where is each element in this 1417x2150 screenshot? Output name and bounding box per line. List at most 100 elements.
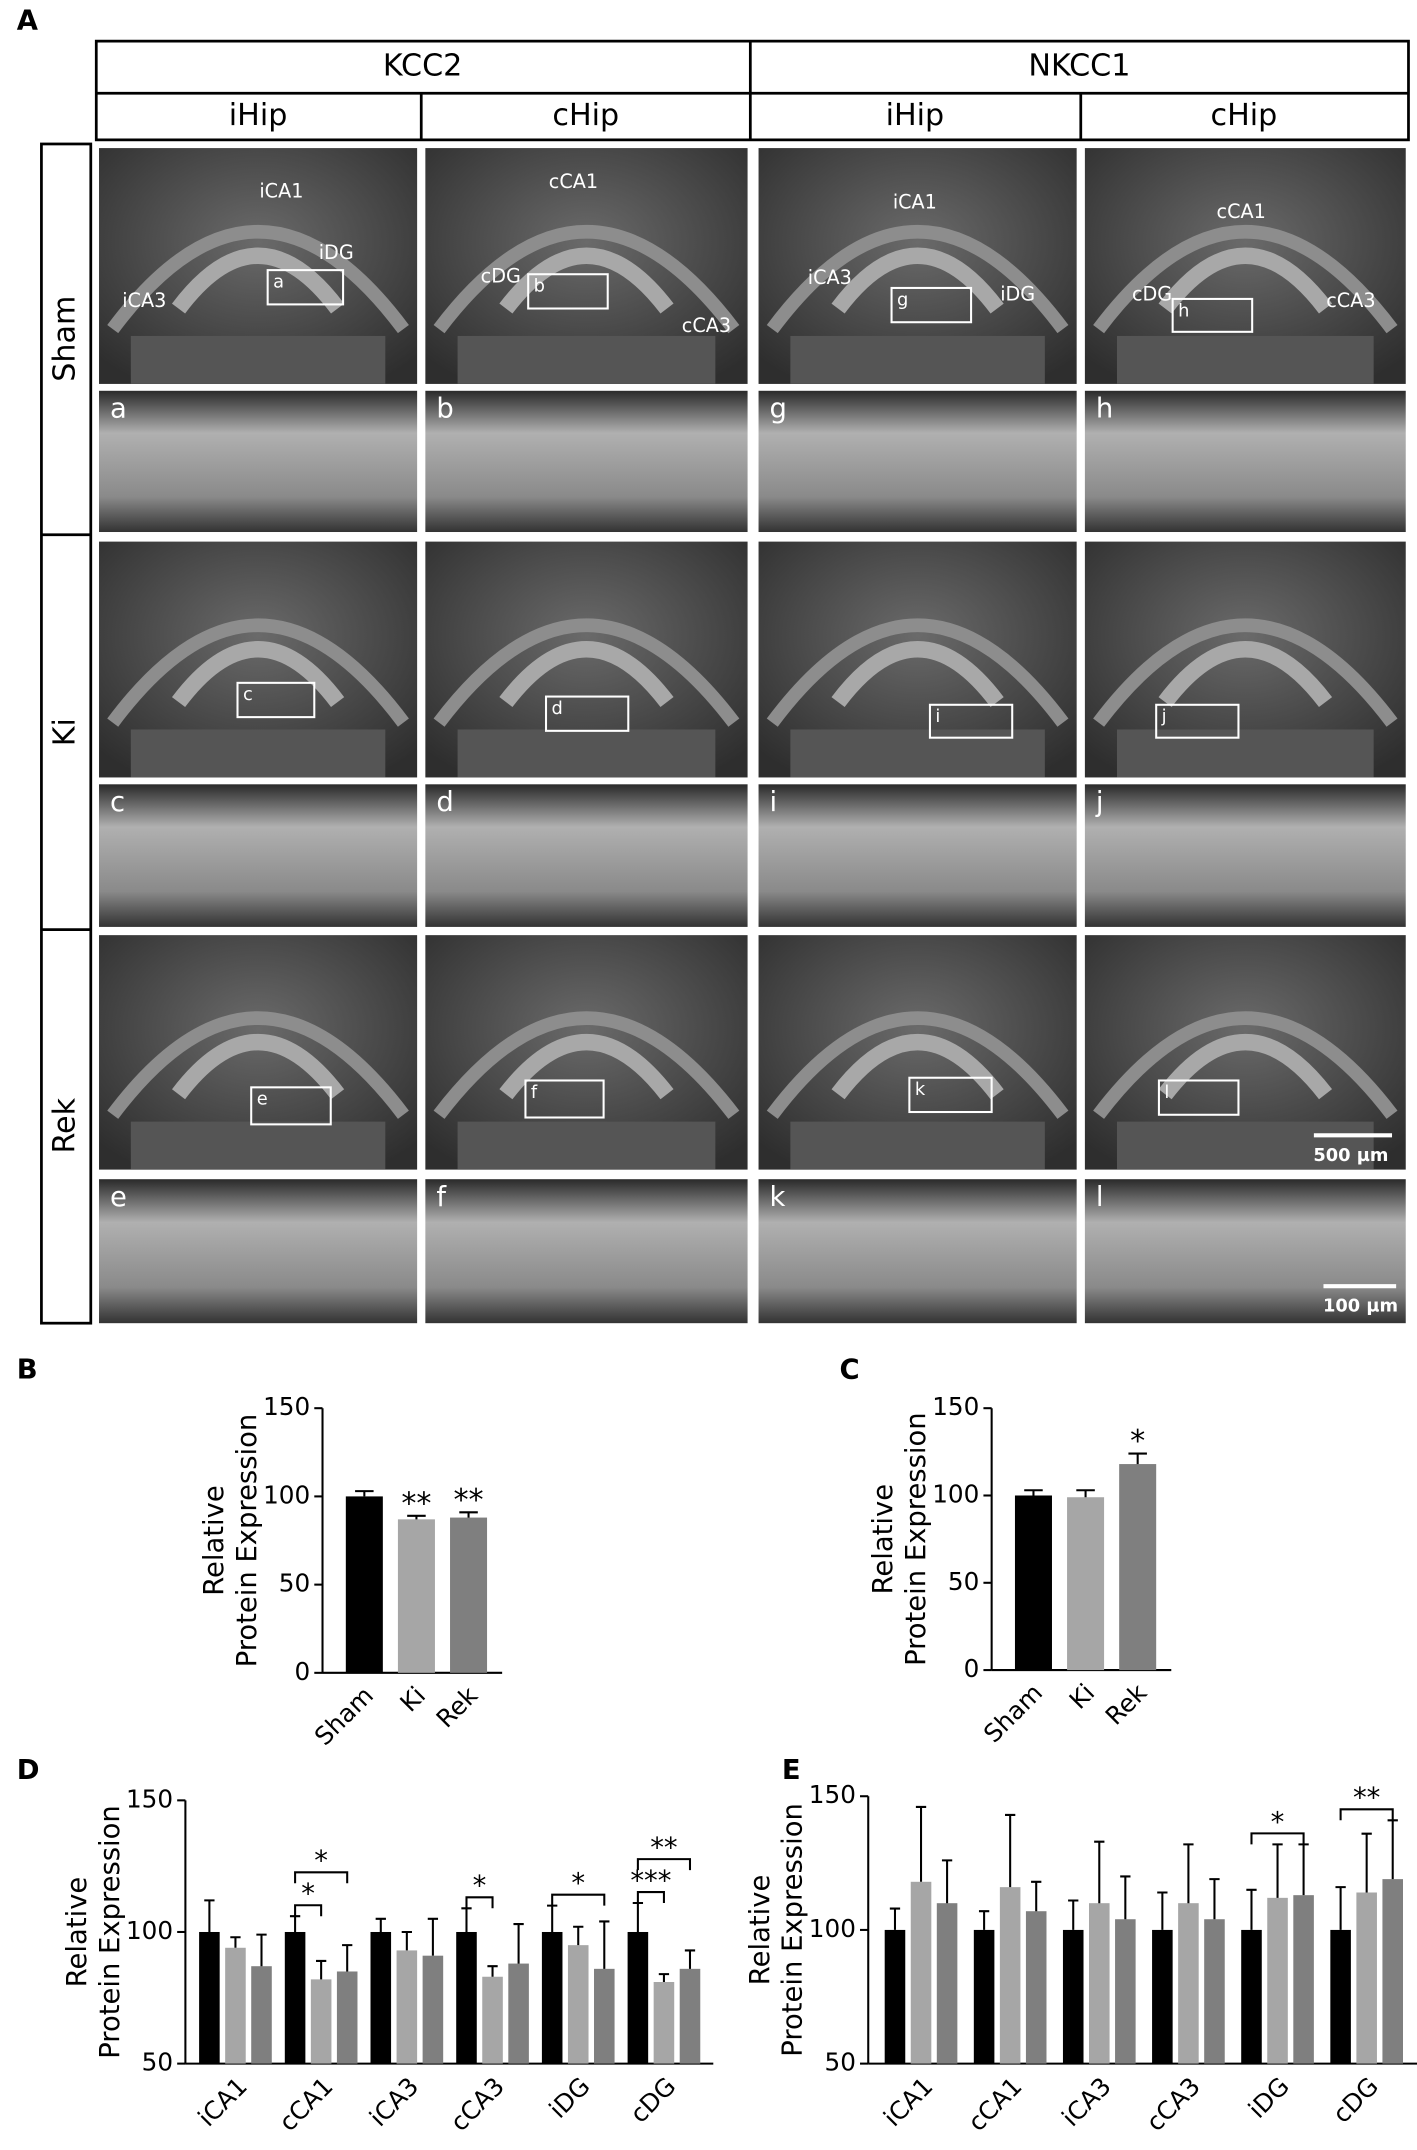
x-tick-label: Sham	[978, 1678, 1048, 1748]
bar	[541, 1931, 563, 2064]
scale-bar-label: 500 µm	[1313, 1145, 1388, 1166]
region-label: iCA1	[259, 179, 303, 202]
bar	[1267, 1897, 1288, 2064]
inset-letter: k	[915, 1079, 926, 1100]
error-bar	[1024, 1489, 1043, 1496]
tissue-base	[457, 1121, 716, 1170]
significance-bracket	[465, 1896, 494, 1909]
bar	[1089, 1903, 1110, 2064]
tissue-layer	[107, 1011, 409, 1119]
significance: *	[1271, 1807, 1285, 1838]
bar	[627, 1931, 649, 2064]
tissue-base	[790, 335, 1045, 384]
error-bar	[461, 1907, 472, 1932]
zoom-micrograph	[99, 784, 418, 927]
tissue-layer	[766, 225, 1069, 334]
y-axis-label: Relative	[62, 1877, 93, 1988]
bar	[1241, 1929, 1262, 2064]
x-tick-label: iCA1	[878, 2071, 939, 2132]
tissue-layer	[433, 618, 740, 727]
significance-bracket	[294, 1871, 349, 1884]
tissue-base	[790, 1121, 1045, 1170]
significance: **	[650, 1833, 677, 1864]
y-tick-label: 50	[142, 2048, 173, 2077]
significance-bracket	[1250, 1832, 1305, 1845]
bar	[936, 1903, 958, 2064]
error-bar	[684, 1949, 696, 1969]
tissue-layer	[172, 1033, 345, 1100]
x-tick-label: Ki	[394, 1681, 431, 1718]
error-bar	[1076, 1489, 1095, 1498]
error-bar	[256, 1933, 267, 1967]
zoom-micrograph	[425, 1179, 748, 1324]
region-label: cDG	[481, 264, 521, 287]
bar	[396, 1950, 418, 2064]
y-tick-label: 50	[279, 1569, 310, 1598]
significance: *	[314, 1846, 328, 1877]
region-label: cDG	[1132, 282, 1172, 305]
inset-box	[890, 286, 973, 324]
zoom-micrograph	[1084, 390, 1406, 533]
x-tick-label: cCA3	[1141, 2071, 1206, 2136]
y-tick-label: 150	[809, 1780, 856, 1809]
error-bar	[1183, 1843, 1194, 1904]
region-label: iCA3	[808, 266, 852, 289]
bar	[508, 1963, 529, 2064]
error-bar	[941, 1859, 953, 1904]
x-tick-label: cCA1	[273, 2071, 338, 2136]
bar	[370, 1931, 392, 2064]
bar	[1119, 1464, 1157, 1671]
bar	[345, 1496, 383, 1673]
error-bar	[915, 1805, 927, 1882]
tissue-layer	[1093, 225, 1398, 334]
error-bar	[978, 1910, 990, 1930]
error-bar	[487, 1965, 498, 1977]
tissue-layer	[171, 247, 345, 314]
zoom-letter: a	[110, 393, 127, 424]
zoom-letter: f	[436, 1182, 447, 1213]
x-tick-label: Ki	[1063, 1678, 1100, 1715]
bar	[910, 1881, 932, 2064]
significance: **	[401, 1486, 431, 1521]
bar	[1062, 1929, 1084, 2064]
zoom-letter: d	[436, 787, 453, 818]
x-tick-label: cCA3	[445, 2071, 510, 2136]
zoom-micrograph	[425, 784, 748, 927]
error-bar	[204, 1899, 215, 1932]
inset-box	[1157, 1079, 1240, 1116]
y-tick-label: 50	[824, 2048, 855, 2077]
bar	[284, 1931, 306, 2064]
region-label: iDG	[1000, 282, 1035, 305]
region-label: iCA3	[122, 289, 166, 312]
error-bar	[573, 1925, 584, 1946]
y-tick-label: 100	[932, 1479, 979, 1508]
zoom-letter: j	[1095, 787, 1104, 818]
zoom-micrograph	[758, 784, 1077, 927]
inset-letter: j	[1161, 706, 1167, 727]
y-tick-label: 100	[263, 1480, 310, 1509]
significance-bracket	[636, 1858, 692, 1871]
subcolumn-header: cHip	[552, 98, 619, 133]
tissue-base	[1116, 335, 1374, 384]
y-axis-label: Relative	[199, 1485, 230, 1596]
y-axis-label: Relative	[745, 1875, 776, 1986]
zoom-letter: b	[436, 393, 453, 424]
y-tick-label: 150	[126, 1784, 173, 1813]
scale-bar-label: 100 µm	[1323, 1296, 1398, 1317]
y-tick-label: 100	[809, 1914, 856, 1943]
error-bar	[1094, 1840, 1105, 1904]
significance: **	[1353, 1783, 1380, 1814]
bar	[1356, 1892, 1377, 2064]
tissue-layer	[107, 618, 409, 727]
tissue-base	[457, 729, 716, 778]
row-label: Rek	[48, 1097, 83, 1153]
x-tick-label: iDG	[543, 2071, 595, 2123]
zoom-letter: k	[770, 1182, 786, 1213]
bar	[679, 1968, 701, 2064]
inset-letter: l	[1164, 1082, 1169, 1103]
bar	[594, 1968, 615, 2064]
row-label: Sham	[48, 296, 83, 382]
inset-letter: b	[534, 276, 545, 297]
